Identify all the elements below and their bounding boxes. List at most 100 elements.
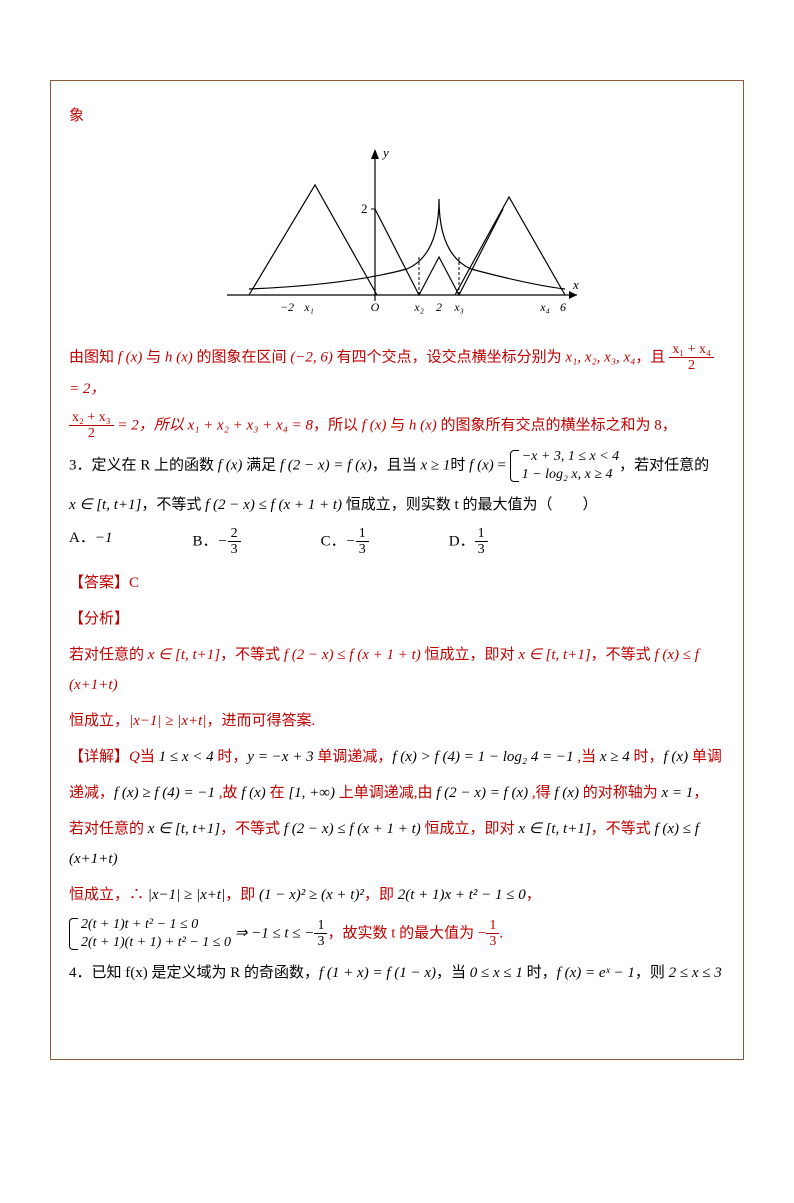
d: 3 — [356, 542, 369, 557]
t: 的图象所有交点的横坐标之和为 8， — [437, 417, 677, 433]
frac-den: 2 — [69, 426, 114, 441]
analysis-label: 【分析】 — [69, 604, 725, 634]
range: 2 ≤ x ≤ 3 — [669, 965, 722, 981]
detail-line2: 递减，f (x) ≥ f (4) = −1 ,故 f (x) 在 [1, +∞)… — [69, 778, 725, 808]
domain: x ∈ [t, t+1] — [518, 647, 590, 663]
t: ，则 — [635, 965, 669, 981]
t: ,得 — [528, 785, 554, 801]
q4-number: 4． — [69, 965, 92, 981]
answer-value: C — [129, 575, 139, 591]
arrow: ⇒ — [231, 925, 251, 941]
sys2: 2(t + 1)(t + 1) + t² − 1 ≤ 0 — [81, 934, 231, 952]
analysis-line1: 若对任意的 x ∈ [t, t+1]，不等式 f (2 − x) ≤ f (x … — [69, 640, 725, 700]
n: 1 — [475, 526, 488, 542]
detail-line5: 2(t + 1)t + t² − 1 ≤ 02(t + 1)(t + 1) + … — [69, 916, 725, 952]
ineq: f (2 − x) ≤ f (x + 1 + t) — [284, 821, 421, 837]
fx: f (x) = eˣ − 1 — [557, 965, 635, 981]
t: 时 — [450, 457, 469, 473]
t: 有四个交点，设交点横坐标分别为 — [333, 349, 566, 365]
t: ，进而可得答案. — [206, 713, 315, 729]
label: A． — [69, 530, 95, 546]
t: 单调递减， — [314, 749, 393, 765]
t: = 2， — [69, 381, 105, 397]
t: = — [494, 457, 510, 473]
cond: 0 ≤ x ≤ 1 — [470, 965, 523, 981]
svg-text:x₂: x₂ — [413, 300, 424, 314]
t: 恒成立，即对 — [421, 821, 519, 837]
t: 若对任意的 — [69, 821, 148, 837]
abs: |x−1| ≥ |x+t| — [148, 887, 225, 903]
detail-line3: 若对任意的 x ∈ [t, t+1]，不等式 f (2 − x) ≤ f (x … — [69, 814, 725, 874]
domain: x ∈ [t, t+1] — [148, 821, 220, 837]
frac-num: x₁ + x₄ — [669, 342, 714, 358]
graph-figure: 2yx−2x₁Ox₂2x₃x₄6 — [69, 137, 725, 332]
t: ，不等式 — [220, 647, 284, 663]
t: ，即 — [225, 887, 259, 903]
t: ， — [693, 785, 708, 801]
answer-line: 【答案】C — [69, 568, 725, 598]
choice-b: B．−23 — [192, 526, 240, 558]
t: ，且 — [635, 349, 669, 365]
domain: x ∈ [t, t+1] — [518, 821, 590, 837]
t: ， — [526, 887, 541, 903]
t: ，所以 — [313, 417, 362, 433]
comp: f (x) > f (4) = 1 − log₂ 4 = −1 — [392, 749, 573, 765]
function-graph: 2yx−2x₁Ox₂2x₃x₄6 — [207, 137, 587, 327]
t: 恒成立，则实数 t 的最大值为（ ） — [342, 497, 597, 513]
t: ，且当 — [372, 457, 421, 473]
svg-text:2: 2 — [361, 201, 368, 216]
d: 3 — [228, 542, 241, 557]
t: ,故 — [215, 785, 241, 801]
sys1: 2(t + 1)t + t² − 1 ≤ 0 — [81, 916, 231, 934]
dom: [1, +∞) — [288, 785, 335, 801]
t: 满足 — [242, 457, 280, 473]
t: 递减， — [69, 785, 114, 801]
para-graph-1: 由图知 f (x) 与 h (x) 的图象在区间 (−2, 6) 有四个交点，设… — [69, 342, 725, 404]
case2: 1 − log₂ x, x ≥ 4 — [522, 466, 619, 484]
fx: f (x) — [664, 749, 689, 765]
choice-c: C．−13 — [321, 526, 369, 558]
n: 1 — [486, 918, 499, 934]
t: 恒成立， — [69, 713, 129, 729]
t: = 2，所以 — [114, 417, 188, 433]
t: ，故实数 t 的最大值为 − — [327, 925, 486, 941]
svg-text:x: x — [572, 277, 579, 292]
n: 1 — [356, 526, 369, 542]
case1: −x + 3, 1 ≤ x < 4 — [522, 448, 619, 466]
n: 1 — [314, 918, 327, 934]
t: . — [499, 925, 503, 941]
t: ，不等式 — [591, 647, 655, 663]
fx: f (x) — [118, 349, 143, 365]
hx: h (x) — [409, 417, 437, 433]
t: 在 — [266, 785, 289, 801]
frac-num: x₂ + x₃ — [69, 410, 114, 426]
d: 3 — [486, 934, 499, 949]
para-graph-2: x₂ + x₃2 = 2，所以 x₁ + x₂ + x₃ + x₄ = 8，所以… — [69, 410, 725, 442]
detail-line1: 【详解】Q当 1 ≤ x < 4 时，y = −x + 3 单调递减，f (x)… — [69, 742, 725, 772]
t: 的对称轴为 — [579, 785, 662, 801]
t: 与 — [142, 349, 165, 365]
ineq: f (2 − x) ≤ f (x + 1 + t) — [284, 647, 421, 663]
t: ，当 — [436, 965, 470, 981]
fx: f (x) — [241, 785, 266, 801]
svg-text:−2: −2 — [280, 300, 294, 314]
header-fragment: 象 — [69, 101, 725, 131]
t: 恒成立，即对 — [421, 647, 519, 663]
because-icon: Q — [129, 749, 140, 765]
eq: f (2 − x) = f (x) — [436, 785, 528, 801]
fx: f (x) — [554, 785, 579, 801]
t: 时， — [630, 749, 664, 765]
sq2: 2(t + 1)x + t² − 1 ≤ 0 — [398, 887, 526, 903]
t: ，不等式 — [220, 821, 284, 837]
fx: f (x) — [362, 417, 387, 433]
answer-label: 【答案】 — [69, 575, 129, 591]
t: 若对任意的 — [69, 647, 148, 663]
t: 当 — [140, 749, 159, 765]
domain: x ∈ [t, t+1] — [69, 497, 141, 513]
page-frame: 象 2yx−2x₁Ox₂2x₃x₄6 由图知 f (x) 与 h (x) 的图象… — [50, 80, 744, 1060]
t: 由图知 — [69, 349, 118, 365]
t: 的图象在区间 — [193, 349, 291, 365]
label: C． — [321, 533, 346, 549]
choice-d: D．13 — [449, 526, 488, 558]
svg-text:O: O — [371, 300, 380, 314]
